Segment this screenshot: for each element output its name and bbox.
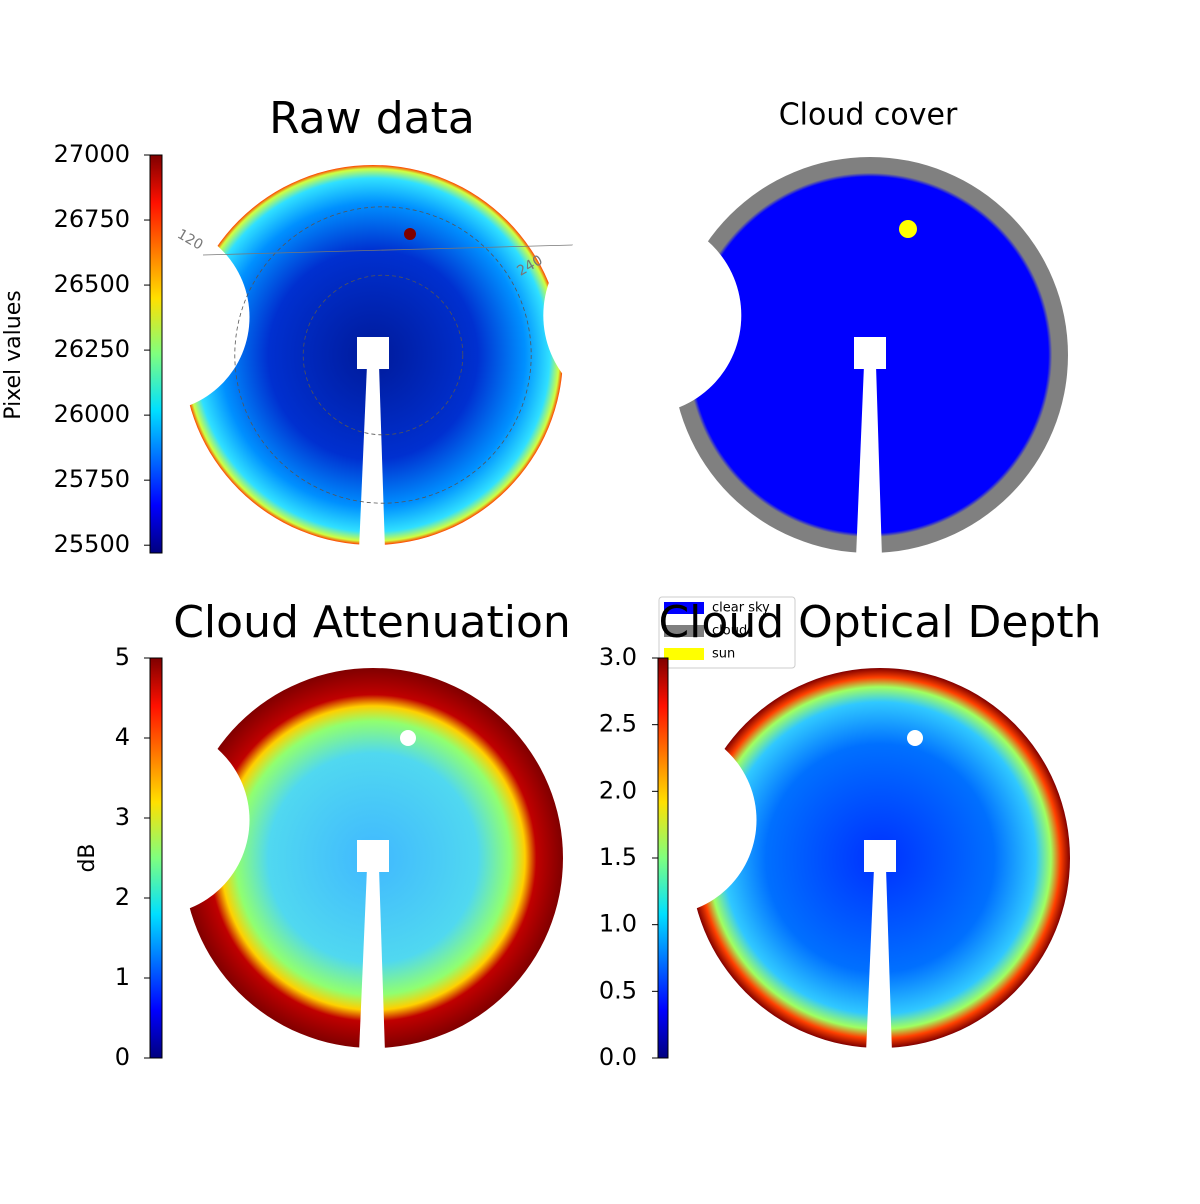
- sun-spot: [400, 730, 416, 746]
- legend-swatch: [664, 602, 704, 614]
- panel-title: Cloud cover: [779, 98, 958, 133]
- colorbar-tick-label: 1.0: [599, 910, 637, 938]
- colorbar-tick-label: 2.5: [599, 710, 637, 738]
- colorbar-tick-label: 0.0: [599, 1043, 637, 1071]
- camera-arm: [856, 365, 882, 558]
- colorbar-tick-label: 4: [115, 723, 130, 751]
- colorbar-tick-label: 25500: [54, 530, 130, 558]
- colorbar: [657, 657, 669, 1059]
- colorbar: [149, 657, 163, 1059]
- colorbar-label: Pixel values: [1, 290, 26, 419]
- colorbar-label: dB: [75, 843, 100, 872]
- legend-label: clear sky: [712, 601, 770, 616]
- colorbar-tick-label: 0: [115, 1043, 130, 1071]
- colorbar-tick-label: 26250: [54, 335, 130, 363]
- colorbar-tick-label: 3.0: [599, 643, 637, 671]
- colorbar-tick-label: 3: [115, 803, 130, 831]
- polar-grid: [302, 274, 464, 436]
- sun-spot: [404, 228, 416, 240]
- camera-head: [357, 337, 389, 369]
- sky-image: [59, 668, 563, 1053]
- colorbar-tick-label: 2: [115, 883, 130, 911]
- colorbar-tick-label: 25750: [54, 465, 130, 493]
- sun-spot: [899, 220, 917, 238]
- colorbar-tick-label: 0.5: [599, 976, 637, 1004]
- sun-spot: [907, 730, 923, 746]
- sky-image: [59, 165, 574, 550]
- camera-arm: [866, 868, 892, 1053]
- polar-grid: [202, 244, 574, 256]
- panel-title: Raw data: [269, 93, 475, 144]
- sky-image: [566, 668, 1070, 1053]
- colorbar-tick-label: 26750: [54, 205, 130, 233]
- colorbar-tick-label: 27000: [54, 140, 130, 168]
- sky-image: [543, 157, 1068, 558]
- legend-label: sun: [712, 647, 735, 662]
- legend-swatch: [664, 625, 704, 637]
- colorbar-tick-label: 2.0: [599, 776, 637, 804]
- legend-label: cloud: [712, 624, 747, 639]
- colorbar-tick-label: 26000: [54, 400, 130, 428]
- colorbar-tick-label: 26500: [54, 270, 130, 298]
- legend-swatch: [664, 648, 704, 660]
- camera-arm: [359, 868, 385, 1053]
- colorbar-tick-label: 5: [115, 643, 130, 671]
- camera-head: [357, 840, 389, 872]
- camera-arm: [359, 365, 385, 550]
- camera-head: [864, 840, 896, 872]
- panel-title: Cloud Attenuation: [173, 597, 571, 648]
- colorbar: [149, 154, 163, 554]
- sky-mask: [543, 216, 742, 415]
- polar-grid: [234, 206, 532, 504]
- panel-title: Cloud Optical Depth: [658, 597, 1101, 648]
- colorbar-tick-label: 1: [115, 963, 130, 991]
- camera-head: [854, 337, 886, 369]
- colorbar-tick-label: 1.5: [599, 843, 637, 871]
